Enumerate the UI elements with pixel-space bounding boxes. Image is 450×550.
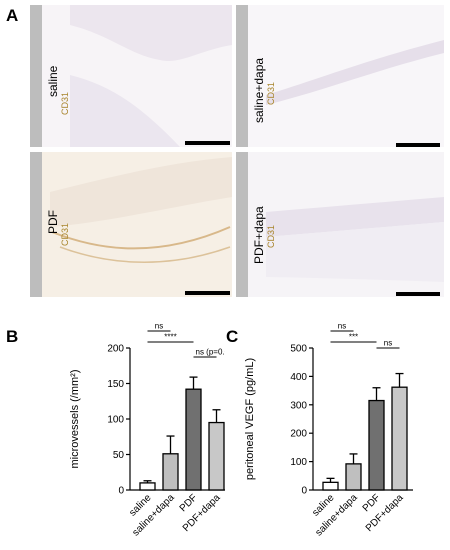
condition-label: saline+dapa [252,57,266,123]
micrograph-saline-dapa: saline+dapa CD31 [236,5,444,147]
panel-b-letter: B [6,327,19,346]
stain-label: CD31 [266,224,276,248]
tissue-layer [50,157,232,227]
tissue-layer [266,40,444,105]
significance-label: ns [384,339,392,348]
vessel [59,246,231,263]
tissue-layer [70,5,232,62]
bar-saline-dapa [345,463,362,491]
bar-saline [139,482,156,491]
y-tick-label: 0 [301,486,307,497]
side-bar [30,5,42,147]
panel-a-letter: A [6,6,19,25]
significance-label: ns [155,322,163,331]
tissue-layer [266,197,444,237]
stain-label: CD31 [266,81,276,105]
tissue-layer [266,222,444,282]
micrograph-saline: saline CD31 [30,5,232,147]
significance-label: ns [338,322,346,331]
significance-label: **** [164,333,176,342]
tissue-image [30,5,232,147]
bar-saline-dapa [162,453,179,491]
significance-label: *** [349,333,358,342]
y-tick-label: 0 [118,486,124,497]
y-tick-label: 200 [107,344,124,355]
scale-bar [185,141,230,145]
side-bar [236,152,248,297]
significance-label: ns (p=0.0692) [196,348,226,357]
scale-bar [396,143,440,147]
bar-pdf-dapa [208,421,225,491]
y-axis-label: microvessels (/mm²) [69,370,81,469]
micrograph-pdf: PDF CD31 [30,152,232,297]
y-tick-label: 100 [107,415,124,426]
y-tick-label: 300 [290,400,307,411]
y-tick-label: 200 [290,429,307,440]
condition-label: PDF+dapa [252,206,266,264]
bar-pdf-dapa [391,386,408,491]
scale-bar [185,291,230,295]
bar-pdf [368,399,385,491]
condition-label: saline [46,65,60,97]
scale-bar [396,292,440,296]
bar-pdf [185,388,202,491]
y-tick-label: 500 [290,344,307,355]
vessel [51,226,231,250]
side-bar [236,5,248,147]
y-tick-label: 50 [113,450,125,461]
stain-label: CD31 [60,222,70,246]
y-tick-label: 150 [107,379,124,390]
tissue-image [236,5,444,147]
bar-saline [322,481,339,491]
stain-label: CD31 [60,91,70,115]
condition-label: PDF [46,210,60,234]
tissue-image [236,152,444,297]
y-tick-label: 400 [290,372,307,383]
tissue-image [30,152,232,297]
panel-c-letter: C [226,327,239,346]
side-bar [30,152,42,297]
y-tick-label: 100 [290,457,307,468]
y-axis-label: peritoneal VEGF (pg/mL) [244,358,256,480]
tissue-layer [70,75,180,147]
micrograph-pdf-dapa: PDF+dapa CD31 [236,152,444,297]
